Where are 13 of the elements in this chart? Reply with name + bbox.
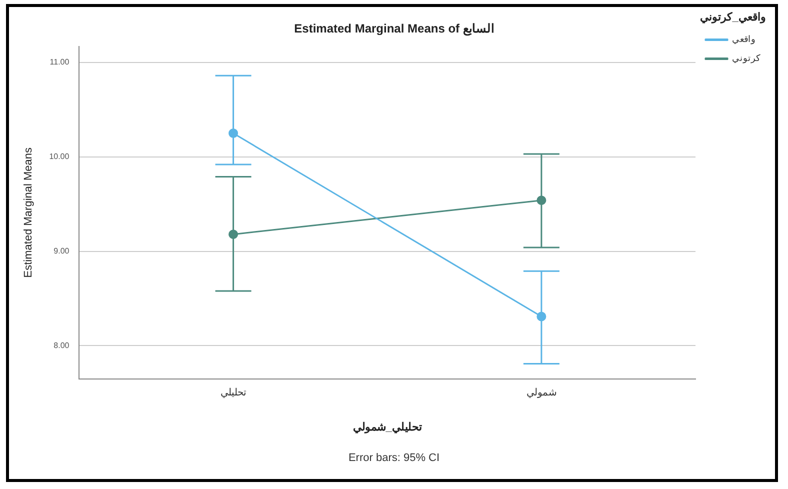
x-axis-title: تحليلي_شمولي	[352, 421, 422, 434]
legend-title: واقعي_كرتوني	[700, 12, 766, 25]
x-tick-label: تحليلي	[220, 388, 246, 399]
x-tick-label: شمولي	[526, 388, 556, 399]
y-axis-title: Estimated Marginal Means	[22, 146, 35, 278]
y-tick-label: 9.00	[54, 246, 70, 256]
chart-title: Estimated Marginal Means of السابع	[294, 22, 494, 37]
text: Error bars: 95% CI	[347, 452, 441, 464]
legend-label: كرتوني	[732, 53, 761, 64]
y-tick-label: 11.00	[50, 58, 70, 67]
legend-label: واقعي	[732, 34, 755, 46]
y-tick-label: 10.00	[49, 152, 70, 162]
y-tick-label: 8.00	[54, 340, 70, 350]
